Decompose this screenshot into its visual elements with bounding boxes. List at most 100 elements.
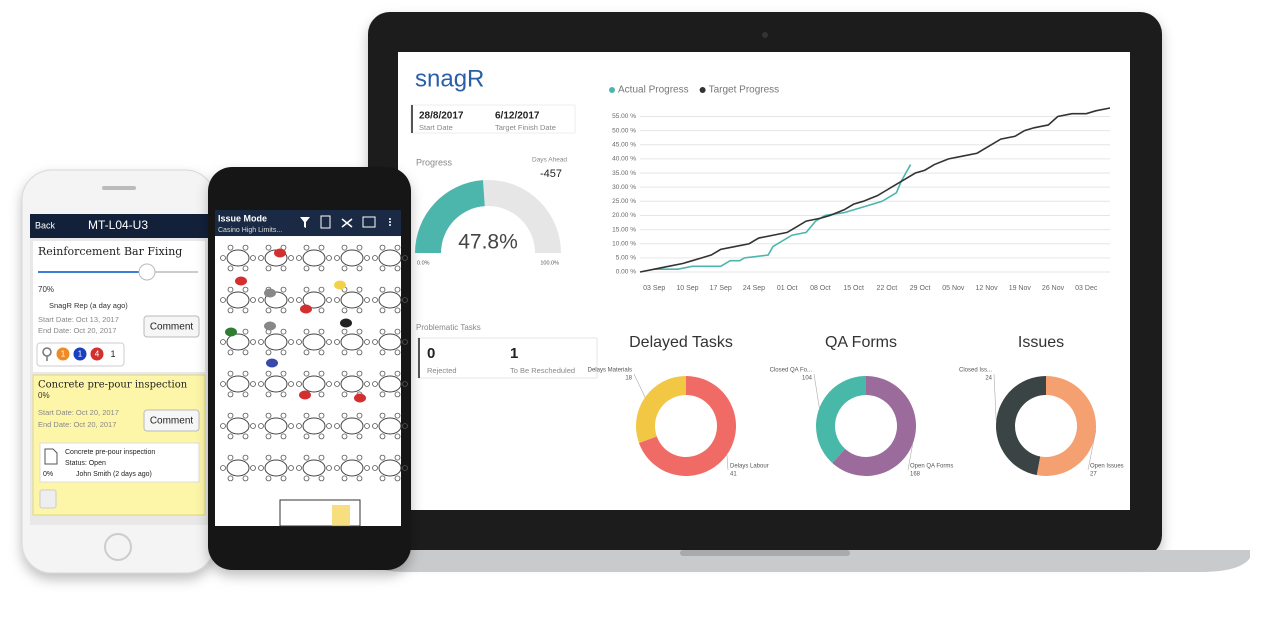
leader-line — [993, 373, 997, 422]
issue-pin[interactable] — [334, 280, 346, 290]
comment-button[interactable] — [143, 315, 200, 338]
form-card[interactable] — [39, 442, 200, 483]
chair — [364, 465, 370, 471]
slice-label: Closed QA Fo... — [770, 368, 813, 374]
chair — [372, 465, 378, 471]
legend-swatch — [609, 87, 615, 93]
chair — [265, 475, 272, 482]
issue-pin[interactable] — [299, 390, 311, 400]
chair — [303, 265, 310, 272]
y-tick-label: 50.00 % — [612, 127, 636, 134]
leader-line — [726, 454, 729, 471]
gauge-label: 47.8% — [458, 231, 518, 254]
chair — [402, 423, 408, 429]
issue-pin[interactable] — [266, 358, 278, 368]
chair — [227, 286, 234, 293]
chair — [227, 370, 234, 377]
x-tick-label: 10 Sep — [676, 285, 698, 292]
table — [302, 417, 326, 435]
chair — [280, 433, 287, 440]
issue-pin[interactable] — [300, 304, 312, 314]
chair — [227, 244, 234, 251]
chair — [250, 381, 256, 387]
chair — [372, 381, 378, 387]
y-tick-label: 25.00 % — [612, 198, 636, 205]
chair — [242, 454, 249, 461]
chair — [242, 412, 249, 419]
chair — [326, 297, 332, 303]
slice-label: Closed Iss... — [959, 368, 992, 374]
chair — [394, 349, 401, 356]
chair — [372, 255, 378, 261]
chair — [326, 339, 332, 345]
scan-icon[interactable] — [362, 216, 376, 228]
chair — [341, 433, 348, 440]
chair — [265, 307, 272, 314]
slice-value: 18 — [625, 376, 632, 382]
shuffle-icon[interactable] — [341, 218, 353, 228]
issue-pin[interactable] — [235, 276, 247, 286]
table — [302, 375, 326, 393]
y-tick-label: 15.00 % — [612, 226, 636, 233]
issue-pin[interactable] — [264, 288, 276, 298]
button-label[interactable]: Comment — [150, 416, 194, 427]
chair — [326, 381, 332, 387]
chair — [318, 265, 325, 272]
x-tick-label: 03 Dec — [1075, 285, 1098, 292]
chair — [288, 381, 294, 387]
table — [226, 459, 250, 477]
issue-pin[interactable] — [340, 318, 352, 328]
slice-value: 24 — [985, 376, 992, 382]
button-label[interactable]: Comment — [150, 322, 194, 333]
issue-pin[interactable] — [354, 393, 366, 403]
floor-plan[interactable] — [215, 237, 408, 527]
chair — [258, 465, 264, 471]
chair — [341, 370, 348, 377]
chair — [220, 297, 226, 303]
chair — [341, 349, 348, 356]
chair — [402, 465, 408, 471]
pie-slice — [816, 376, 866, 463]
chair — [402, 339, 408, 345]
chair — [258, 297, 264, 303]
slider-knob[interactable] — [138, 263, 156, 281]
doc-icon[interactable] — [320, 215, 331, 229]
chair — [394, 475, 401, 482]
form-status: Status: Open — [65, 460, 106, 467]
chair — [280, 286, 287, 293]
logo: snagR — [415, 65, 484, 92]
table — [302, 291, 326, 309]
charts: 0.00 % 5.00 % 10.00 % 15.00 % 20.00 % 25.00 %… — [415, 85, 1124, 478]
chair — [364, 255, 370, 261]
chair — [326, 465, 332, 471]
task-progress: 70% — [38, 285, 54, 294]
chair — [394, 454, 401, 461]
x-tick-label: 24 Sep — [743, 285, 765, 292]
y-tick-label: 20.00 % — [612, 212, 636, 219]
issue-pin[interactable] — [274, 248, 286, 258]
x-tick-label: 15 Oct — [843, 285, 864, 292]
chair — [288, 423, 294, 429]
chair — [265, 265, 272, 272]
comment-button[interactable] — [143, 409, 200, 432]
laptop — [360, 12, 1250, 572]
table — [226, 375, 250, 393]
chair — [334, 255, 340, 261]
chair — [394, 391, 401, 398]
chair — [265, 391, 272, 398]
plan-bg — [215, 237, 401, 526]
chair — [318, 433, 325, 440]
y-tick-label: 40.00 % — [612, 156, 636, 163]
table — [378, 459, 402, 477]
issue-pin[interactable] — [225, 327, 237, 337]
chair — [379, 370, 386, 377]
filter-icon[interactable] — [300, 217, 310, 228]
laptop-notch — [680, 550, 850, 556]
slice-label: Delays Labour — [730, 464, 769, 470]
leader-line — [813, 373, 820, 408]
back-link[interactable]: Back — [35, 220, 56, 230]
chair — [242, 370, 249, 377]
issue-pin[interactable] — [264, 321, 276, 331]
gauge-tick-label: 0.0% — [417, 260, 430, 266]
pie-slice — [636, 376, 686, 443]
